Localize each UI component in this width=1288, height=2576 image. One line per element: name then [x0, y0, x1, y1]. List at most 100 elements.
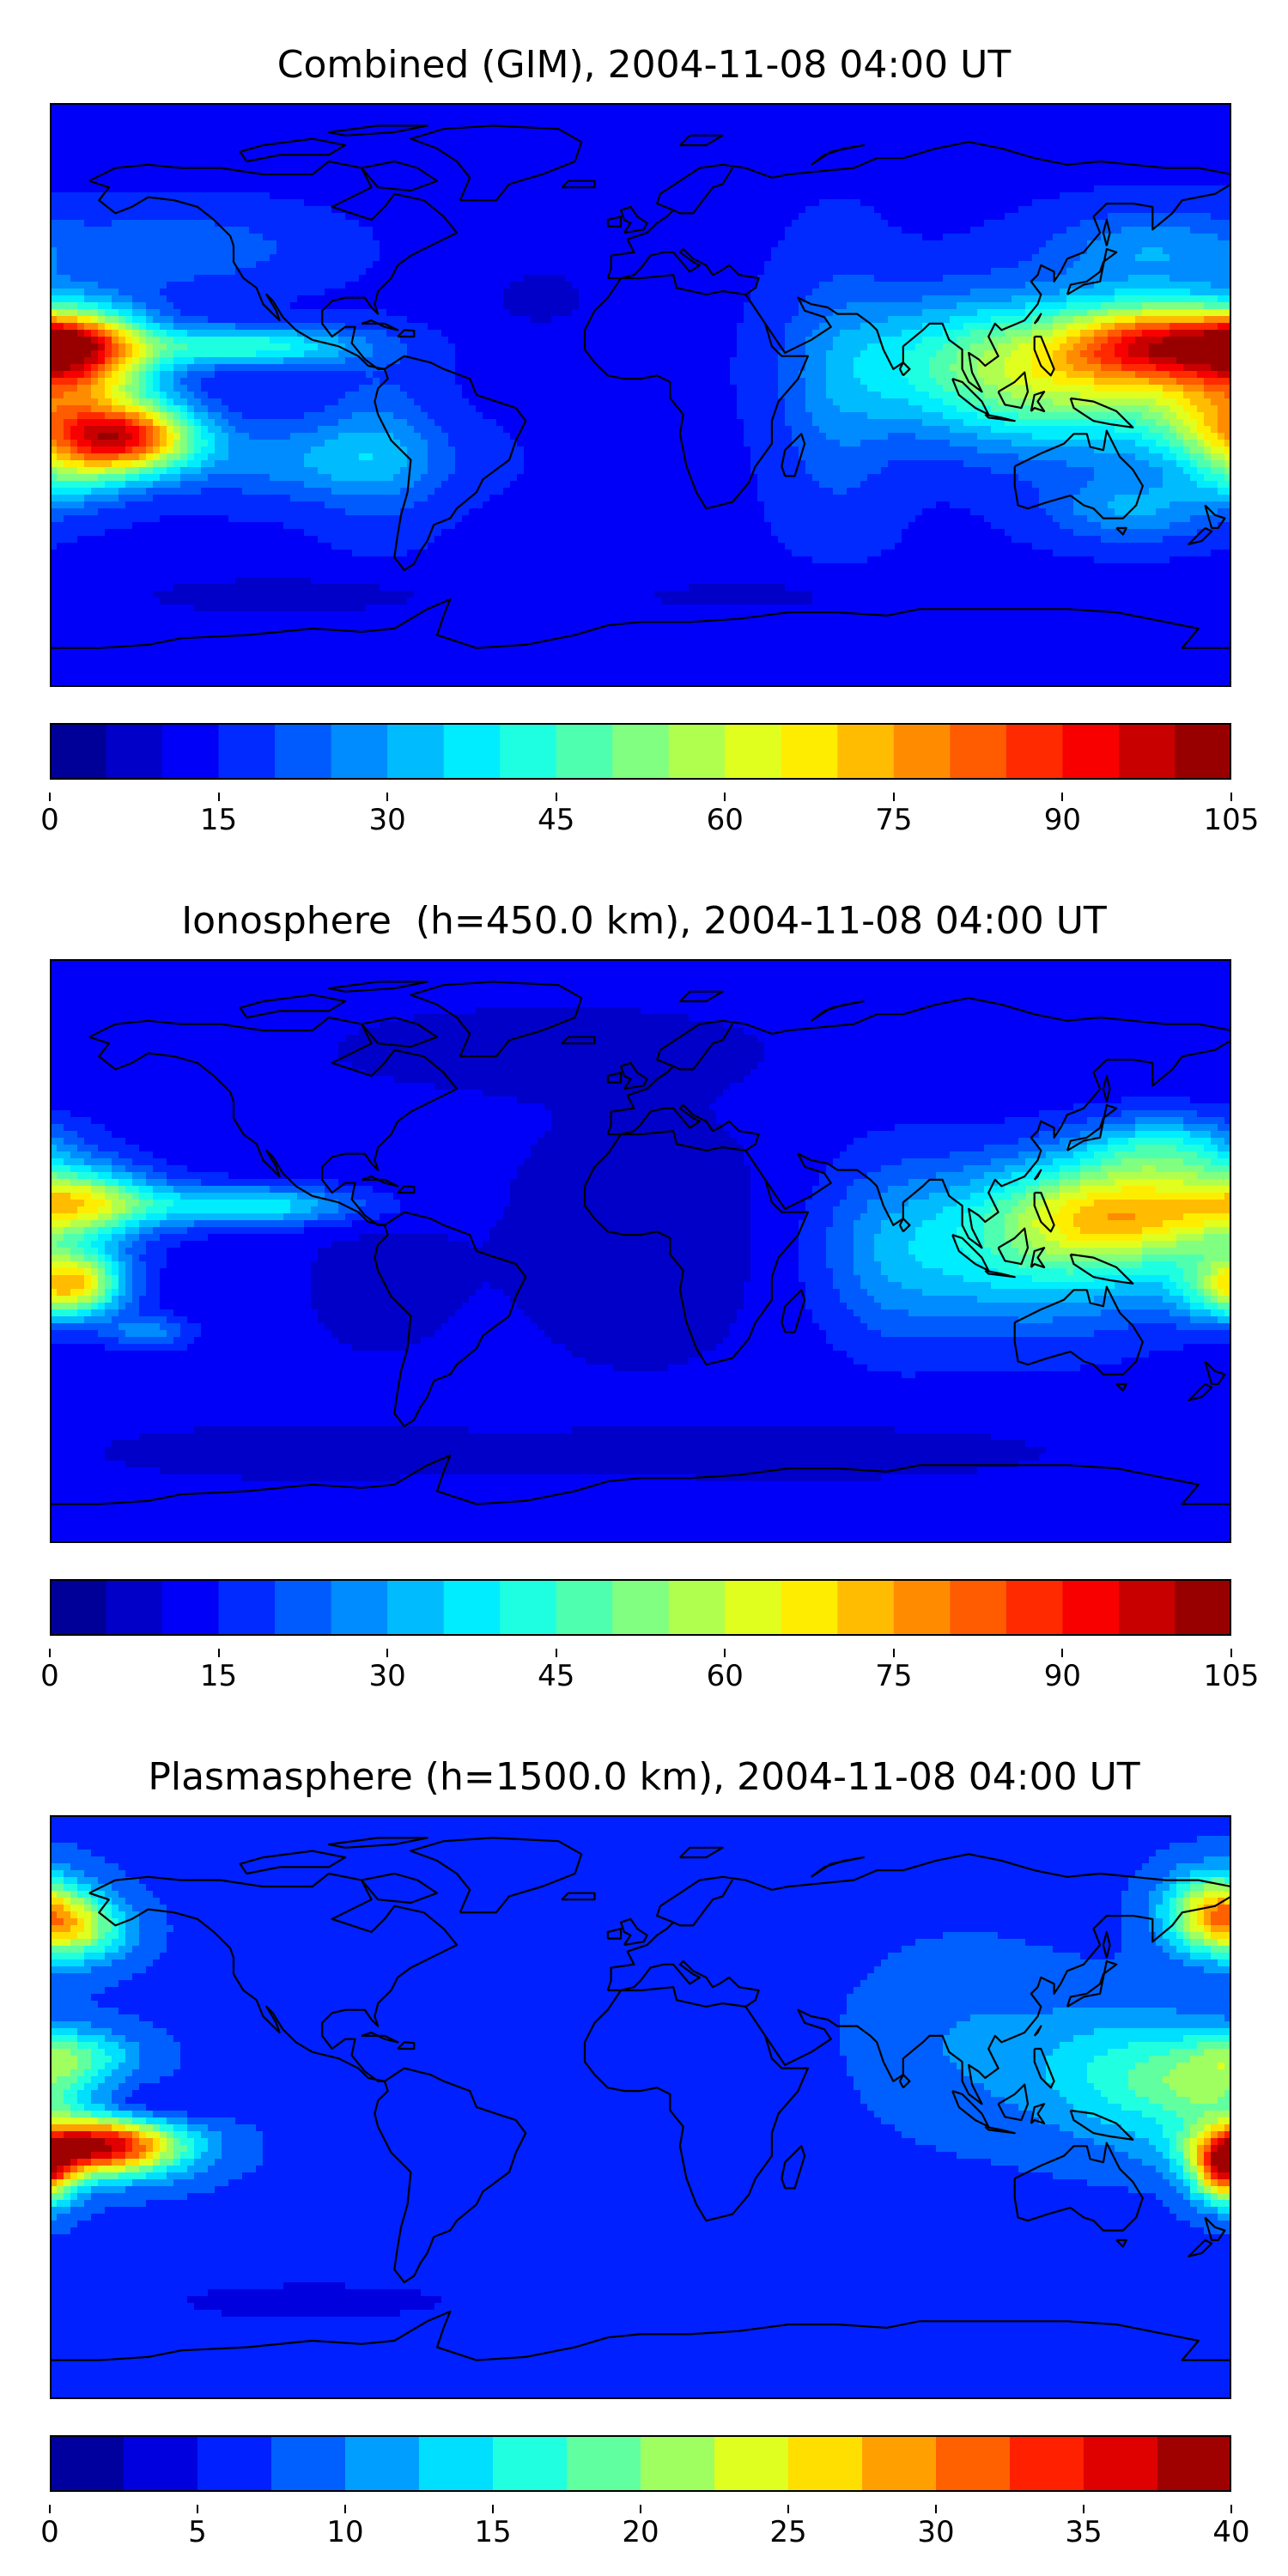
colorbar-segment [893, 1579, 951, 1636]
colorbar-segment [1005, 723, 1063, 780]
colorbar-tick-label: 0 [40, 803, 59, 837]
colorbar-segment [567, 2435, 641, 2492]
colorbar-frame [50, 723, 1231, 780]
colorbar-tick-mark [555, 1649, 557, 1657]
colorbar-tick-mark [49, 2505, 51, 2513]
colorbar-segment [162, 723, 220, 780]
colorbar-tick-mark [386, 793, 389, 801]
colorbar-segment [387, 1579, 445, 1636]
colorbar-segment [1175, 1579, 1231, 1636]
colorbar-segment [714, 2435, 789, 2492]
colorbar-combined [50, 723, 1231, 780]
colorbar-segment [275, 723, 332, 780]
colorbar-tick-mark [217, 1649, 220, 1657]
colorbar-segment [331, 1579, 388, 1636]
colorbar-segment [781, 1579, 838, 1636]
panel-title: Plasmasphere (h=1500.0 km), 2004-11-08 0… [0, 1755, 1288, 1800]
colorbar-tick-label: 90 [1044, 1659, 1081, 1693]
colorbar-tick-mark [724, 793, 726, 801]
colorbar-segment [419, 2435, 494, 2492]
colorbar-tick-label: 105 [1204, 803, 1260, 837]
colorbar-tick-label: 75 [875, 1659, 912, 1693]
colorbar-plasmasphere [50, 2435, 1231, 2492]
colorbar-tick-label: 0 [40, 1659, 59, 1693]
map-frame [50, 103, 1231, 687]
colorbar-segment [893, 723, 951, 780]
colorbar-segment [1118, 1579, 1176, 1636]
colorbar-tick-mark [217, 793, 220, 801]
colorbar-ticks-plasmasphere: 0 5 10 15 20 25 30 35 40 [40, 2505, 1250, 2558]
colorbar-tick-mark [1083, 2505, 1084, 2513]
colorbar-segment [1062, 1579, 1120, 1636]
colorbar-tick-label: 0 [40, 2515, 59, 2549]
colorbar-segment [788, 2435, 863, 2492]
colorbar-segment [500, 1579, 557, 1636]
colorbar-tick-mark [935, 2505, 937, 2513]
colorbar-tick-mark [1230, 1649, 1232, 1657]
colorbar-segment [1005, 1579, 1063, 1636]
colorbar-segment [725, 723, 782, 780]
colorbar-tick-label: 90 [1044, 803, 1081, 837]
colorbar-tick-label: 30 [369, 803, 406, 837]
map-combined [50, 103, 1231, 687]
colorbar-segment [862, 2435, 937, 2492]
colorbar-segment [271, 2435, 346, 2492]
colorbar-segment [443, 1579, 501, 1636]
colorbar-segment [218, 723, 276, 780]
colorbar-tick-label: 35 [1065, 2515, 1102, 2549]
colorbar-segment [106, 723, 163, 780]
coastlines [50, 1837, 1231, 2380]
colorbar-segment [387, 723, 445, 780]
coastlines [50, 125, 1231, 668]
colorbar-tick-mark [492, 2505, 494, 2513]
colorbar-tick-label: 10 [326, 2515, 363, 2549]
colorbar-segment [275, 1579, 332, 1636]
colorbar-tick-label: 20 [622, 2515, 659, 2549]
colorbar-ticks-combined: 0 15 30 45 60 75 90 105 [40, 793, 1259, 846]
colorbar-segment [1062, 723, 1120, 780]
colorbar-segment [950, 723, 1007, 780]
colorbar-tick-label: 15 [200, 803, 237, 837]
colorbar-tick-label: 105 [1204, 1659, 1260, 1693]
colorbar-ticks-ionosphere: 0 15 30 45 60 75 90 105 [40, 1649, 1259, 1702]
colorbar-segment [1010, 2435, 1084, 2492]
colorbar-segment [1118, 723, 1176, 780]
colorbar-segment [331, 723, 388, 780]
colorbar-segment [197, 2435, 272, 2492]
colorbar-tick-mark [1230, 793, 1232, 801]
colorbar-segment [50, 2435, 125, 2492]
colorbar-ionosphere [50, 1579, 1231, 1636]
colorbar-segment [1175, 723, 1231, 780]
colorbar-segment [936, 2435, 1011, 2492]
coastlines [50, 981, 1231, 1524]
colorbar-segment [725, 1579, 782, 1636]
colorbar-segment [668, 1579, 726, 1636]
colorbar-segment [162, 1579, 220, 1636]
colorbar-tick-label: 5 [188, 2515, 207, 2549]
colorbar-tick-mark [1061, 793, 1064, 801]
panel-title: Combined (GIM), 2004-11-08 04:00 UT [0, 43, 1288, 88]
colorbar-tick-label: 40 [1212, 2515, 1249, 2549]
colorbar-tick-label: 45 [538, 803, 574, 837]
colorbar-segment [345, 2435, 420, 2492]
colorbar-tick-label: 60 [707, 1659, 744, 1693]
colorbar-segment [443, 723, 501, 780]
colorbar-segment [641, 2435, 715, 2492]
colorbar-segment [106, 1579, 163, 1636]
colorbar-segment [218, 1579, 276, 1636]
colorbar-tick-mark [197, 2505, 198, 2513]
contour-fill [50, 959, 1231, 1543]
colorbar-tick-mark [892, 1649, 895, 1657]
colorbar-tick-mark [49, 793, 51, 801]
colorbar-tick-mark [892, 793, 895, 801]
colorbar-segment [124, 2435, 198, 2492]
colorbar-segment [668, 723, 726, 780]
colorbar-segment [500, 723, 557, 780]
colorbar-tick-mark [386, 1649, 389, 1657]
colorbar-tick-mark [555, 793, 557, 801]
map-ionosphere [50, 959, 1231, 1543]
colorbar-tick-label: 15 [200, 1659, 237, 1693]
colorbar-frame [50, 2435, 1231, 2492]
panel-title: Ionosphere (h=450.0 km), 2004-11-08 04:0… [0, 899, 1288, 944]
colorbar-tick-label: 75 [875, 803, 912, 837]
